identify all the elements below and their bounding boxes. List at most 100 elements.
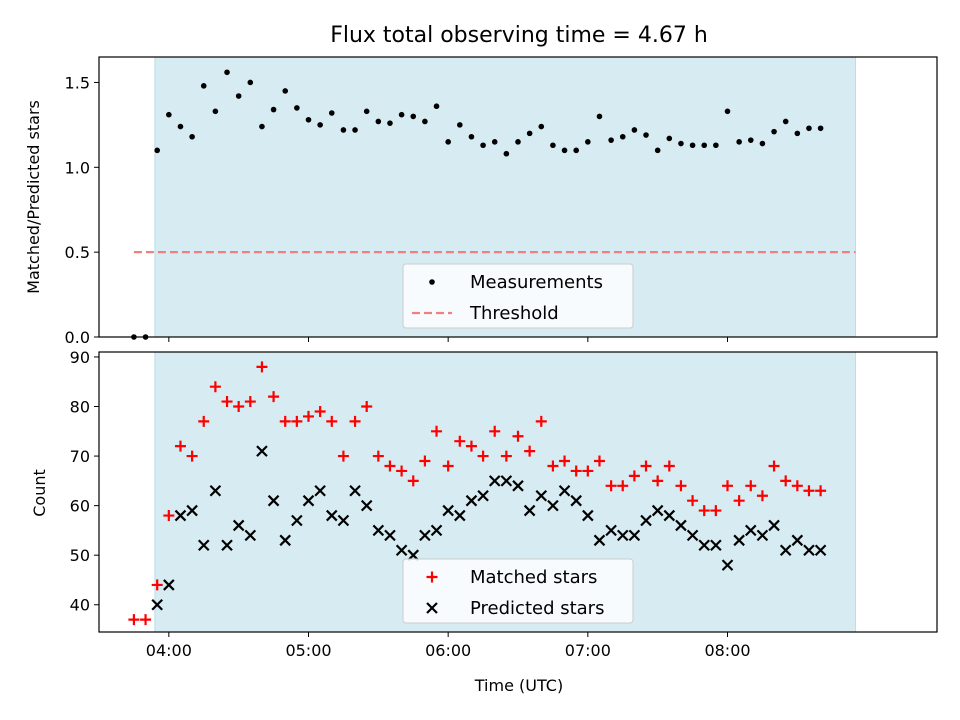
predicted-star-point: [279, 534, 291, 547]
matched-star-point: [396, 465, 408, 477]
matched-star-point: [547, 460, 559, 472]
measurement-point: [666, 135, 673, 142]
measurement-point: [166, 111, 172, 118]
matched-star-point: [314, 405, 326, 417]
matched-star-point: [256, 361, 268, 373]
x-axis-label: Time (UTC): [474, 676, 563, 695]
matched-star-point: [663, 460, 675, 472]
matched-star-point: [722, 480, 733, 492]
measurement-point: [305, 116, 312, 123]
measurement-point: [678, 140, 684, 147]
measurement-point: [643, 132, 649, 138]
predicted-star-point: [326, 509, 338, 522]
matched-star-point: [710, 505, 722, 517]
measurement-point: [328, 110, 335, 116]
measurement-point: [573, 147, 579, 154]
matched-star-point: [815, 485, 827, 497]
measurement-point: [177, 123, 184, 130]
measurement-point: [189, 133, 195, 140]
predicted-star-point: [535, 489, 548, 502]
measurement-point: [422, 118, 428, 125]
predicted-star-point: [244, 529, 257, 542]
measurement-point: [619, 133, 626, 140]
predicted-star-point: [663, 509, 676, 522]
matched-star-point: [593, 455, 605, 467]
predicted-star-point: [454, 509, 466, 522]
measurement-point: [561, 147, 568, 154]
measurement-point: [317, 122, 323, 128]
top-y-axis-label: Matched/Predicted stars: [24, 100, 43, 294]
legend-dot-marker: [429, 279, 435, 285]
matched-star-point: [477, 450, 489, 462]
predicted-star-point: [337, 514, 350, 527]
predicted-star-point: [384, 529, 396, 542]
matched-star-point: [559, 455, 571, 467]
measurement-point: [596, 113, 603, 120]
measurement-point: [398, 111, 405, 118]
top-y-tick-label: 1.5: [65, 73, 90, 92]
matched-star-point: [687, 495, 699, 507]
measurement-point: [608, 137, 614, 143]
top-legend: Measurements Threshold: [402, 263, 634, 329]
predicted-star-point: [197, 539, 210, 552]
measurement-point: [491, 139, 498, 145]
legend-entry-label: Measurements: [470, 272, 603, 293]
matched-star-point: [174, 440, 186, 452]
matched-star-point: [349, 415, 361, 427]
legend-entry-label: Matched stars: [470, 567, 597, 588]
measurement-point: [480, 142, 486, 149]
matched-star-point: [337, 450, 349, 462]
measurement-point: [806, 125, 812, 132]
matched-star-point: [605, 480, 617, 492]
predicted-star-point: [523, 504, 536, 517]
bottom-y-tick-label: 70: [70, 447, 90, 466]
matched-star-point: [279, 415, 291, 427]
predicted-star-point: [151, 598, 163, 611]
predicted-star-point: [547, 499, 559, 512]
measurement-point: [468, 133, 475, 140]
predicted-star-point: [640, 514, 652, 527]
predicted-star-point: [745, 524, 757, 537]
bottom-y-tick-label: 80: [70, 398, 90, 417]
measurement-point: [736, 139, 742, 145]
matched-star-point: [198, 415, 210, 427]
predicted-star-point: [232, 519, 245, 532]
measurement-point: [363, 108, 370, 115]
predicted-star-point: [733, 534, 745, 547]
measurement-point: [585, 139, 591, 145]
measurement-point: [294, 105, 300, 111]
x-tick-label: 04:00: [146, 641, 192, 660]
predicted-star-point: [442, 504, 454, 517]
bottom-legend: Matched stars Predicted stars: [402, 558, 634, 624]
matched-star-point: [803, 485, 815, 497]
x-tick-label: 07:00: [565, 641, 611, 660]
predicted-star-point: [221, 539, 233, 552]
matched-star-point: [582, 465, 594, 477]
measurement-point: [457, 122, 463, 128]
predicted-star-point: [395, 544, 408, 557]
measurement-point: [794, 130, 801, 137]
matched-star-point: [303, 410, 314, 422]
predicted-star-point: [477, 489, 489, 502]
predicted-star-point: [803, 544, 815, 557]
predicted-star-point: [675, 519, 687, 532]
matched-star-point: [489, 425, 501, 437]
measurement-point: [433, 103, 440, 110]
matched-star-point: [698, 505, 710, 517]
x-tick-label: 08:00: [704, 641, 750, 660]
predicted-star-point: [779, 544, 792, 557]
x-tick-label: 05:00: [285, 641, 331, 660]
matched-star-point: [791, 480, 803, 492]
measurement-point: [550, 142, 556, 149]
predicted-star-point: [721, 559, 734, 571]
matched-star-point: [361, 401, 373, 413]
matched-star-point: [512, 430, 524, 442]
measurement-point: [817, 125, 824, 132]
measurement-point: [771, 128, 777, 135]
predicted-star-point: [256, 445, 268, 457]
matched-star-point: [535, 415, 547, 427]
top-panel: 0.0 0.5 1.0 1.5 Measurements Threshold: [65, 56, 938, 347]
bottom-panel: 40 50 60 70 80 90 04:00 05:00 06:00 07:00 08:00 Mat…: [70, 348, 938, 660]
matched-star-point: [431, 425, 443, 437]
